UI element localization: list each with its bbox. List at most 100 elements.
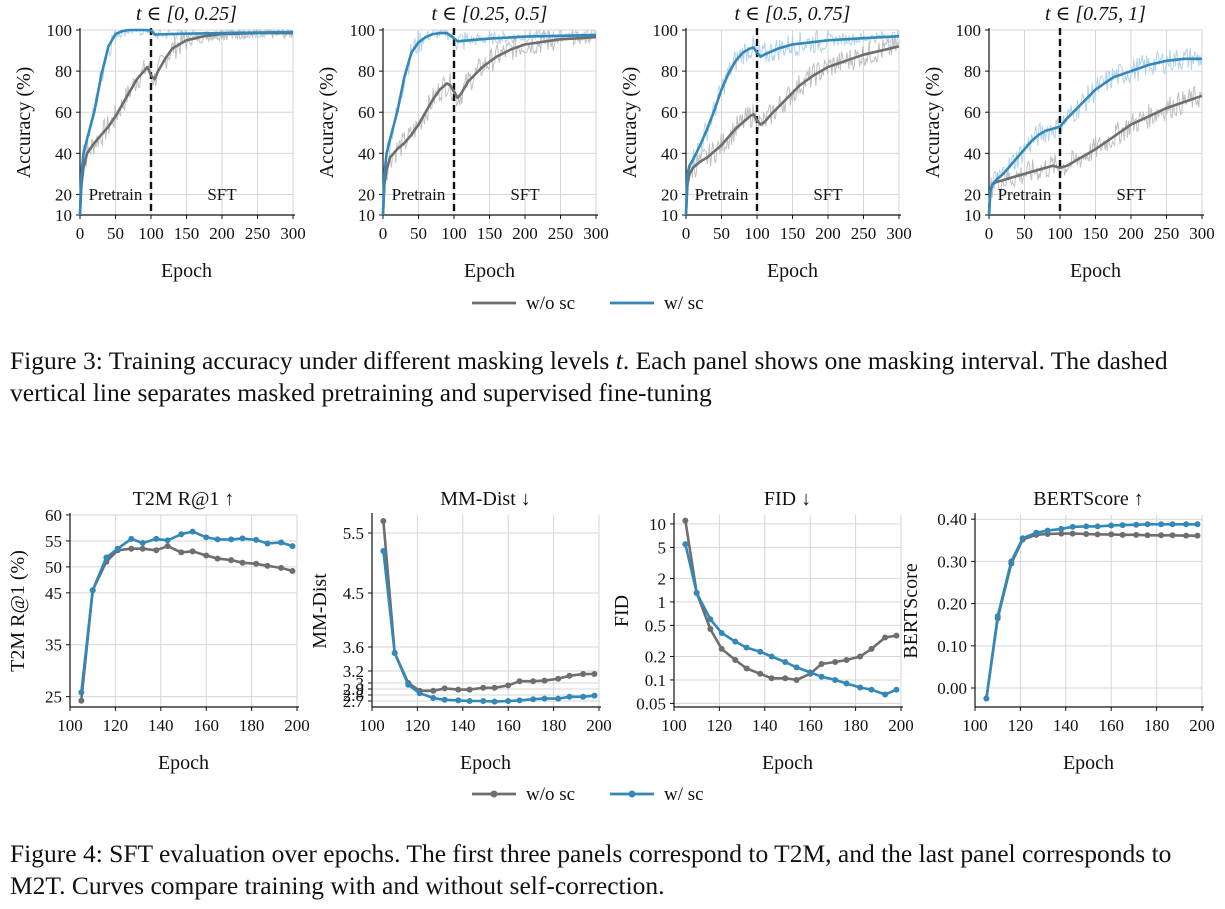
- y-axis-label: Accuracy (%): [316, 67, 338, 179]
- series-point-wo-sc: [164, 543, 171, 550]
- series-point-wo-sc: [682, 517, 689, 524]
- series-line-w-sc: [684, 543, 898, 696]
- series-point-wo-sc: [1108, 531, 1115, 538]
- series-point-wo-sc: [893, 632, 900, 639]
- series-point-wo-sc: [78, 697, 85, 704]
- legend-label: w/ sc: [664, 293, 704, 314]
- y-tick-label: 100: [653, 21, 679, 40]
- y-tick-label: 0.10: [937, 637, 967, 656]
- x-tick-label: 180: [1144, 716, 1170, 735]
- y-tick-label: 10: [661, 206, 678, 225]
- x-tick-label: 250: [245, 224, 271, 243]
- series-point-w-sc: [466, 698, 473, 704]
- chart-panel-1: 0 50 100 150 200 250 300 10 20 40 60 80 100 Epoch Accu…: [13, 3, 306, 282]
- series-point-w-sc: [1083, 523, 1090, 530]
- series-point-w-sc: [1094, 523, 1101, 530]
- series-point-wo-sc: [380, 518, 387, 524]
- legend-figure3: w/o sc w/ sc: [472, 293, 704, 314]
- figure3-caption-symbol: t: [615, 346, 623, 375]
- x-tick-label: 140: [148, 716, 174, 735]
- legend-figure4: w/o sc w/ sc: [472, 784, 704, 805]
- series-point-wo-sc: [203, 552, 210, 559]
- series-point-wo-sc: [430, 687, 437, 694]
- series-point-w-sc: [893, 686, 900, 693]
- series-point-w-sc: [580, 693, 587, 700]
- x-tick-label: 140: [450, 716, 476, 735]
- x-tick-label: 120: [405, 716, 431, 735]
- chart-panel-5: 100 120 140 160 180 200 25 35 45 50 55 60 Epoch T2M R…: [7, 488, 310, 774]
- series-point-w-sc: [164, 537, 171, 544]
- y-tick-label: 20: [964, 185, 981, 204]
- x-tick-label: 0: [379, 224, 388, 243]
- y-tick-label: 60: [964, 103, 981, 122]
- x-tick-label: 200: [586, 716, 612, 735]
- y-tick-label: 10: [649, 515, 666, 534]
- y-axis-label: Accuracy (%): [13, 67, 35, 179]
- series-point-w-sc: [693, 590, 700, 597]
- x-tick-label: 300: [280, 224, 306, 243]
- series-point-wo-sc: [530, 678, 537, 685]
- y-tick-label: 2.8: [343, 686, 364, 705]
- y-tick-label: 10: [964, 206, 981, 225]
- series-point-w-sc: [214, 536, 221, 543]
- x-tick-label: 140: [752, 716, 778, 735]
- series-point-wo-sc: [857, 653, 864, 660]
- series-point-w-sc: [239, 535, 246, 542]
- chart-title: t ∈ [0, 0.25]: [136, 3, 237, 25]
- figure3-caption: Figure 3: Training accuracy under differ…: [10, 345, 1222, 409]
- series-point-w-sc: [89, 587, 96, 594]
- series-point-wo-sc: [882, 634, 889, 641]
- x-axis-label: Epoch: [460, 752, 511, 774]
- y-tick-label: 2.7: [343, 692, 365, 711]
- series-point-w-sc: [857, 684, 864, 691]
- series-point-w-sc: [391, 650, 398, 656]
- y-tick-label: 3.2: [343, 662, 364, 681]
- x-tick-label: 200: [209, 224, 235, 243]
- chart-title: t ∈ [0.25, 0.5]: [432, 3, 548, 25]
- series-point-w-sc: [682, 541, 689, 548]
- series-point-wo-sc: [239, 559, 246, 566]
- y-tick-label: 40: [358, 144, 375, 163]
- x-axis-label: Epoch: [161, 260, 212, 282]
- x-axis-label: Epoch: [762, 752, 813, 774]
- series-point-w-sc: [203, 534, 210, 541]
- series-point-w-sc: [1108, 522, 1115, 529]
- x-tick-label: 100: [359, 716, 385, 735]
- series-point-w-sc: [455, 697, 462, 704]
- series-point-w-sc: [757, 648, 764, 655]
- series-point-w-sc: [818, 673, 825, 680]
- y-tick-label: 40: [55, 144, 72, 163]
- series-point-wo-sc: [1183, 532, 1190, 539]
- y-tick-label: 5: [658, 538, 667, 557]
- x-tick-label: 160: [797, 716, 823, 735]
- x-tick-label: 0: [76, 224, 85, 243]
- series-point-w-sc: [1008, 558, 1015, 565]
- legend-label: w/o sc: [526, 293, 575, 314]
- y-tick-label: 40: [964, 144, 981, 163]
- y-tick-label: 60: [45, 506, 62, 525]
- series-noise-band: [79, 28, 294, 216]
- series-point-wo-sc: [743, 665, 750, 672]
- y-tick-label: 0.40: [937, 510, 967, 529]
- y-tick-label: 4.5: [343, 584, 364, 603]
- series-point-w-sc: [139, 540, 146, 547]
- series-point-w-sc: [983, 695, 990, 702]
- series-point-wo-sc: [214, 555, 221, 562]
- series-point-wo-sc: [189, 548, 196, 555]
- x-tick-label: 100: [441, 224, 467, 243]
- x-tick-label: 0: [682, 224, 691, 243]
- pretrain-label: Pretrain: [998, 185, 1052, 204]
- series-point-wo-sc: [793, 676, 800, 683]
- series-point-wo-sc: [278, 564, 285, 571]
- series-point-w-sc: [768, 653, 775, 660]
- series-point-w-sc: [380, 548, 387, 554]
- x-tick-label: 120: [1008, 716, 1034, 735]
- series-point-wo-sc: [466, 686, 473, 693]
- series-point-wo-sc: [707, 625, 714, 632]
- series-point-wo-sc: [541, 677, 548, 684]
- figure4-caption: Figure 4: SFT evaluation over epochs. Th…: [10, 838, 1222, 902]
- chart-title: MM-Dist ↓: [440, 488, 531, 510]
- series-point-wo-sc: [1083, 530, 1090, 537]
- x-tick-label: 100: [962, 716, 988, 735]
- y-tick-label: 50: [45, 558, 62, 577]
